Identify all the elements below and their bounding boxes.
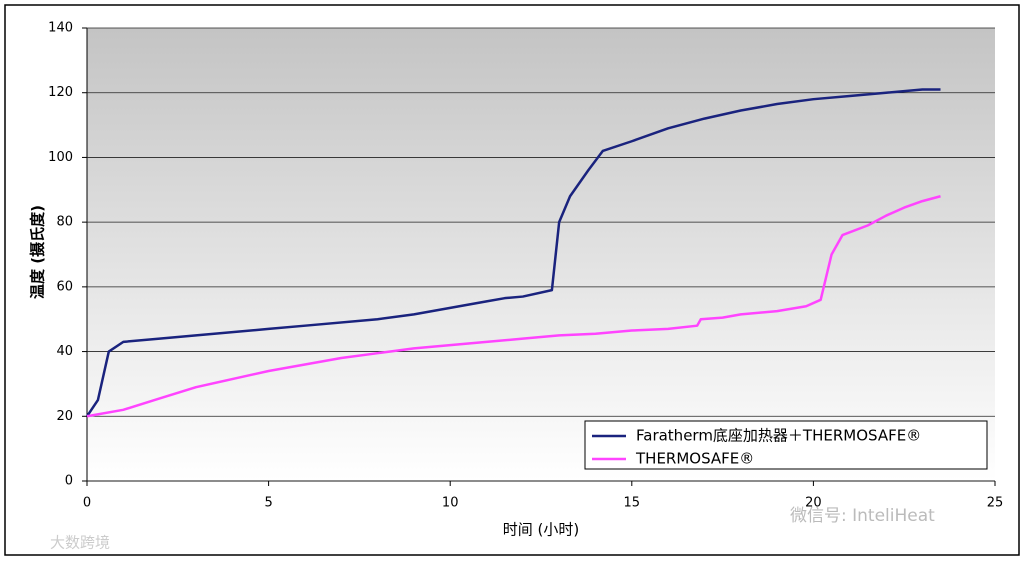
y-tick-label: 100 bbox=[48, 150, 73, 165]
x-tick-label: 25 bbox=[987, 496, 1004, 511]
x-tick-label: 5 bbox=[264, 496, 272, 511]
series-line bbox=[85, 88, 941, 417]
frame bbox=[4, 4, 1020, 556]
y-tick-label: 120 bbox=[48, 85, 73, 100]
legend-label: Faratherm底座加热器＋THERMOSAFE® bbox=[636, 427, 921, 445]
watermark: 大数跨境 bbox=[50, 534, 110, 552]
legend bbox=[584, 420, 988, 470]
x-tick-label: 10 bbox=[442, 496, 459, 511]
series-line bbox=[86, 195, 941, 418]
legend-label: THERMOSAFE® bbox=[635, 450, 754, 468]
x-axis-label: 时间 (小时) bbox=[503, 521, 579, 539]
y-tick-label: 140 bbox=[48, 21, 73, 36]
y-tick-label: 80 bbox=[56, 215, 73, 230]
x-tick-label: 15 bbox=[624, 496, 641, 511]
x-tick-label: 0 bbox=[83, 496, 91, 511]
y-axis-label: 温度 (摄氏度) bbox=[29, 205, 47, 299]
plot-area bbox=[87, 28, 995, 481]
x-tick-label: 20 bbox=[805, 496, 822, 511]
y-tick-label: 60 bbox=[56, 279, 73, 294]
y-tick-label: 40 bbox=[56, 344, 73, 359]
y-tick-label: 0 bbox=[65, 474, 73, 489]
y-tick-label: 20 bbox=[56, 409, 73, 424]
watermark: 微信号: InteliHeat bbox=[790, 506, 935, 526]
